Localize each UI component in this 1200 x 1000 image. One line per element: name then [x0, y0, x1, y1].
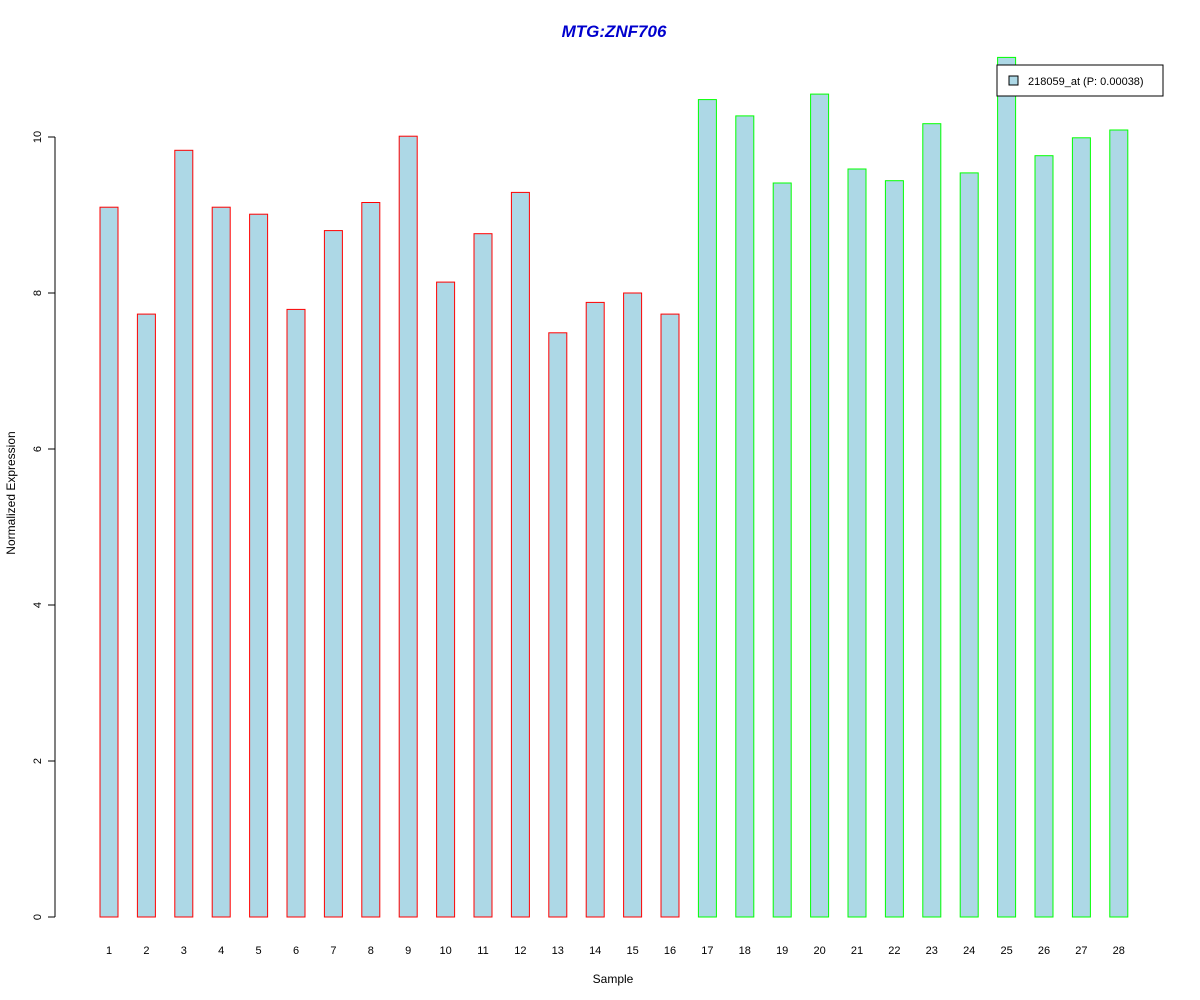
bar	[735, 115, 755, 918]
y-axis: 0 2 4 6 8 10	[32, 131, 56, 920]
x-tick-label: 5	[256, 945, 262, 957]
x-tick-label: 18	[739, 945, 751, 957]
bar	[1034, 155, 1054, 918]
bar	[922, 123, 942, 918]
x-tick-label: 11	[477, 945, 488, 957]
bar	[99, 206, 119, 918]
x-tick-label: 17	[701, 945, 713, 957]
chart-title: MTG:ZNF706	[562, 22, 667, 41]
bar	[810, 93, 830, 918]
x-tick-label: 20	[813, 945, 825, 957]
bar	[1071, 137, 1091, 918]
bar	[548, 332, 568, 918]
bar	[772, 182, 792, 918]
legend-swatch	[1008, 75, 1019, 86]
x-tick-labels: 1 2 3 4 5 6 7 8 9 10 11 12 13 14 15 16 17 18 19 20 21 22 23 24 2…	[106, 945, 1125, 957]
x-tick-label: 19	[776, 945, 788, 957]
x-tick-label: 12	[514, 945, 526, 957]
bar	[361, 202, 381, 918]
x-tick-label: 2	[143, 945, 149, 957]
bar	[323, 230, 343, 918]
bar	[398, 135, 418, 918]
y-tick-label: 6	[32, 446, 44, 452]
x-tick-label: 9	[405, 945, 411, 957]
bar	[436, 281, 456, 918]
bar	[473, 233, 493, 918]
legend-box	[996, 64, 1164, 97]
x-tick-label: 10	[439, 945, 451, 957]
x-tick-label: 13	[552, 945, 564, 957]
bar	[697, 99, 717, 918]
bar	[136, 313, 156, 918]
y-tick-label: 0	[32, 914, 44, 920]
x-tick-label: 1	[106, 945, 112, 957]
x-tick-label: 24	[963, 945, 975, 957]
x-tick-label: 21	[851, 945, 863, 957]
bar	[660, 313, 680, 918]
bar	[174, 149, 194, 918]
bar	[510, 191, 530, 918]
legend-label: 218059_at (P: 0.00038)	[1028, 76, 1144, 88]
x-axis-label: Sample	[593, 972, 634, 986]
bar	[286, 308, 306, 918]
x-tick-label: 7	[330, 945, 336, 957]
x-tick-label: 14	[589, 945, 601, 957]
x-tick-label: 6	[293, 945, 299, 957]
x-tick-label: 26	[1038, 945, 1050, 957]
bar	[884, 180, 904, 918]
x-tick-label: 23	[926, 945, 938, 957]
y-tick-label: 8	[32, 290, 44, 296]
x-tick-label: 27	[1075, 945, 1087, 957]
bar	[585, 301, 605, 918]
bar	[623, 292, 643, 918]
bar	[1109, 129, 1129, 918]
y-tick-label: 2	[32, 758, 44, 764]
x-tick-label: 4	[218, 945, 224, 957]
x-tick-label: 25	[1000, 945, 1012, 957]
x-tick-label: 22	[888, 945, 900, 957]
y-tick-label: 10	[32, 131, 44, 143]
bar	[249, 213, 269, 918]
x-tick-label: 28	[1113, 945, 1125, 957]
x-tick-label: 15	[626, 945, 638, 957]
legend: 218059_at (P: 0.00038)	[996, 64, 1164, 97]
x-tick-label: 3	[181, 945, 187, 957]
bar	[959, 172, 979, 918]
bar	[997, 56, 1017, 918]
y-axis-label: Normalized Expression	[4, 431, 18, 554]
x-tick-label: 8	[368, 945, 374, 957]
bar	[847, 168, 867, 918]
x-tick-label: 16	[664, 945, 676, 957]
bar	[211, 206, 231, 918]
y-tick-label: 4	[32, 602, 44, 608]
bars-group	[99, 56, 1129, 918]
